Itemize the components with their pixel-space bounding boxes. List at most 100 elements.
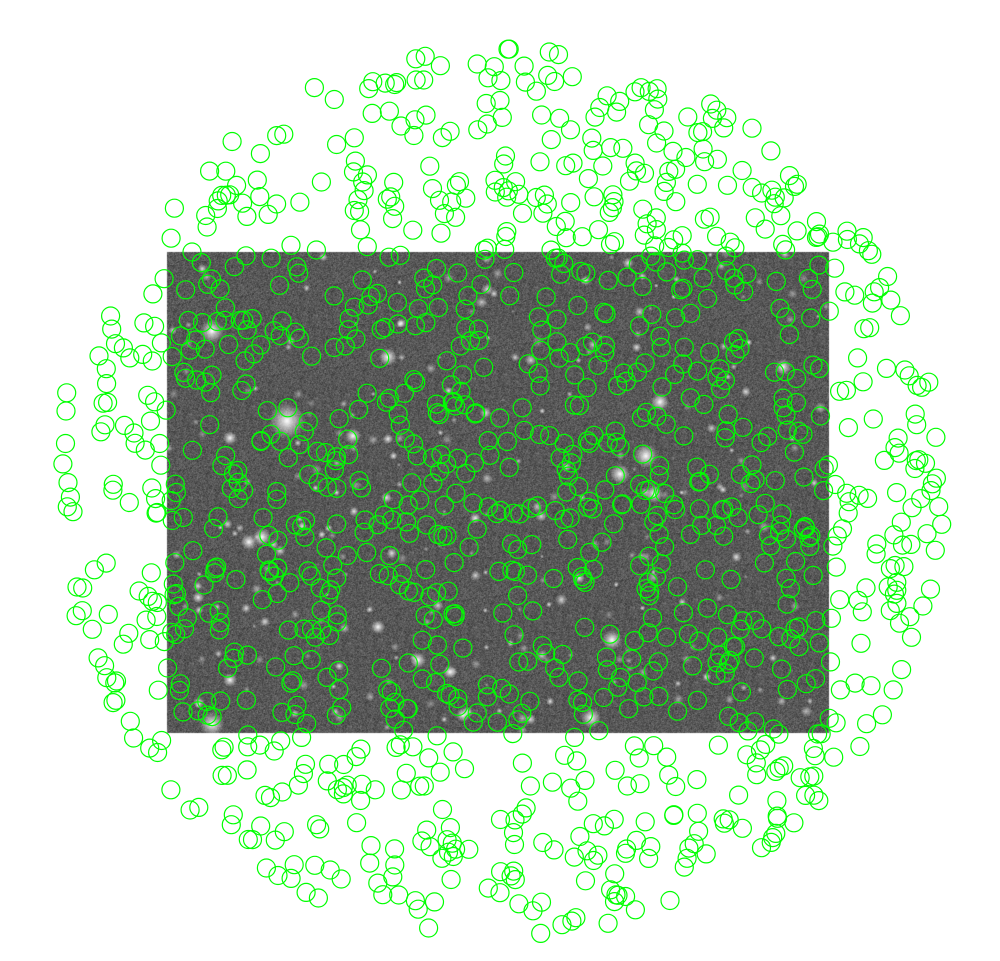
circle-marker-icon bbox=[584, 187, 604, 207]
circle-marker-icon bbox=[633, 199, 653, 219]
circle-marker-icon bbox=[830, 680, 851, 700]
circle-marker-icon bbox=[166, 583, 186, 604]
circle-marker-icon bbox=[212, 185, 232, 205]
circle-marker-icon bbox=[223, 464, 244, 484]
circle-marker-icon bbox=[737, 264, 757, 284]
circle-marker-icon bbox=[774, 756, 794, 776]
circle-marker-icon bbox=[182, 242, 202, 262]
circle-marker-icon bbox=[138, 385, 158, 405]
circle-marker-icon bbox=[351, 790, 371, 811]
circle-marker-icon bbox=[265, 830, 285, 850]
circle-marker-icon bbox=[450, 336, 470, 356]
circle-marker-icon bbox=[629, 748, 649, 768]
circle-marker-icon bbox=[324, 460, 344, 480]
circle-marker-icon bbox=[445, 604, 465, 624]
circle-marker-icon bbox=[673, 354, 693, 374]
circle-marker-icon bbox=[420, 586, 440, 607]
circle-marker-icon bbox=[405, 110, 425, 130]
circle-marker-icon bbox=[790, 768, 810, 788]
circle-marker-icon bbox=[678, 107, 698, 127]
circle-marker-icon bbox=[404, 125, 424, 146]
circle-marker-icon bbox=[232, 380, 252, 401]
circle-marker-icon bbox=[819, 301, 839, 321]
circle-marker-icon bbox=[568, 671, 588, 691]
circle-marker-icon bbox=[606, 432, 627, 452]
circle-marker-icon bbox=[627, 362, 648, 382]
circle-marker-icon bbox=[660, 890, 680, 911]
circle-marker-icon bbox=[761, 536, 781, 556]
circle-marker-icon bbox=[460, 331, 480, 351]
circle-marker-icon bbox=[355, 510, 375, 530]
circle-marker-icon bbox=[714, 526, 734, 546]
circle-marker-icon bbox=[304, 77, 324, 98]
circle-marker-icon bbox=[692, 122, 713, 142]
circle-marker-icon bbox=[410, 490, 430, 510]
circle-marker-icon bbox=[809, 790, 829, 811]
circle-marker-icon bbox=[549, 667, 569, 688]
circle-marker-icon bbox=[319, 754, 339, 774]
circle-marker-icon bbox=[533, 832, 553, 853]
circle-marker-icon bbox=[459, 839, 479, 859]
circle-marker-icon bbox=[654, 537, 675, 557]
circle-marker-icon bbox=[476, 93, 496, 114]
circle-marker-icon bbox=[728, 508, 748, 528]
circle-marker-icon bbox=[657, 747, 677, 767]
circle-marker-icon bbox=[197, 217, 217, 237]
circle-marker-icon bbox=[448, 448, 468, 468]
circle-marker-icon bbox=[154, 269, 174, 289]
circle-marker-icon bbox=[766, 761, 786, 782]
circle-marker-icon bbox=[627, 672, 647, 693]
circle-marker-icon bbox=[215, 310, 235, 330]
circle-marker-icon bbox=[55, 433, 76, 454]
circle-marker-icon bbox=[242, 829, 263, 850]
circle-marker-icon bbox=[664, 230, 684, 250]
circle-marker-icon bbox=[676, 147, 696, 168]
circle-marker-icon bbox=[284, 855, 304, 875]
circle-marker-icon bbox=[324, 89, 344, 110]
circle-marker-icon bbox=[223, 805, 243, 825]
circle-marker-icon bbox=[238, 829, 258, 850]
circle-marker-icon bbox=[406, 372, 426, 392]
circle-marker-icon bbox=[171, 326, 191, 346]
circle-marker-icon bbox=[678, 624, 699, 644]
circle-marker-icon bbox=[141, 563, 161, 583]
circle-marker-icon bbox=[769, 626, 789, 647]
circle-marker-icon bbox=[558, 466, 578, 486]
circle-marker-icon bbox=[672, 226, 692, 246]
circle-marker-icon bbox=[593, 687, 614, 708]
circle-marker-icon bbox=[247, 170, 267, 190]
circle-marker-icon bbox=[613, 138, 633, 158]
circle-marker-icon bbox=[780, 578, 801, 599]
circle-marker-icon bbox=[176, 280, 196, 300]
circle-marker-icon bbox=[563, 444, 583, 464]
circle-marker-icon bbox=[541, 130, 561, 150]
circle-marker-icon bbox=[417, 515, 437, 535]
circle-marker-icon bbox=[221, 478, 241, 499]
circle-marker-icon bbox=[606, 102, 627, 122]
circle-marker-icon bbox=[267, 482, 287, 502]
circle-marker-icon bbox=[682, 656, 703, 676]
circle-marker-icon bbox=[638, 623, 658, 643]
circle-marker-icon bbox=[598, 433, 618, 453]
circle-marker-icon bbox=[548, 44, 569, 65]
circle-marker-icon bbox=[287, 257, 307, 277]
circle-marker-icon bbox=[327, 478, 347, 498]
circle-marker-icon bbox=[909, 450, 929, 470]
circle-marker-icon bbox=[635, 812, 655, 832]
circle-marker-icon bbox=[728, 785, 749, 805]
circle-marker-icon bbox=[385, 855, 405, 875]
circle-marker-icon bbox=[151, 333, 171, 353]
circle-marker-icon bbox=[432, 128, 452, 148]
circle-marker-icon bbox=[839, 492, 859, 512]
circle-marker-icon bbox=[209, 620, 229, 640]
circle-marker-icon bbox=[556, 156, 576, 176]
circle-marker-icon bbox=[376, 392, 396, 412]
circle-marker-icon bbox=[689, 631, 709, 651]
circle-marker-icon bbox=[499, 39, 519, 59]
circle-marker-icon bbox=[557, 482, 577, 502]
circle-marker-icon bbox=[545, 248, 566, 268]
circle-marker-icon bbox=[823, 536, 843, 556]
circle-marker-icon bbox=[589, 721, 609, 741]
circle-marker-icon bbox=[895, 360, 915, 380]
circle-marker-icon bbox=[490, 883, 510, 903]
